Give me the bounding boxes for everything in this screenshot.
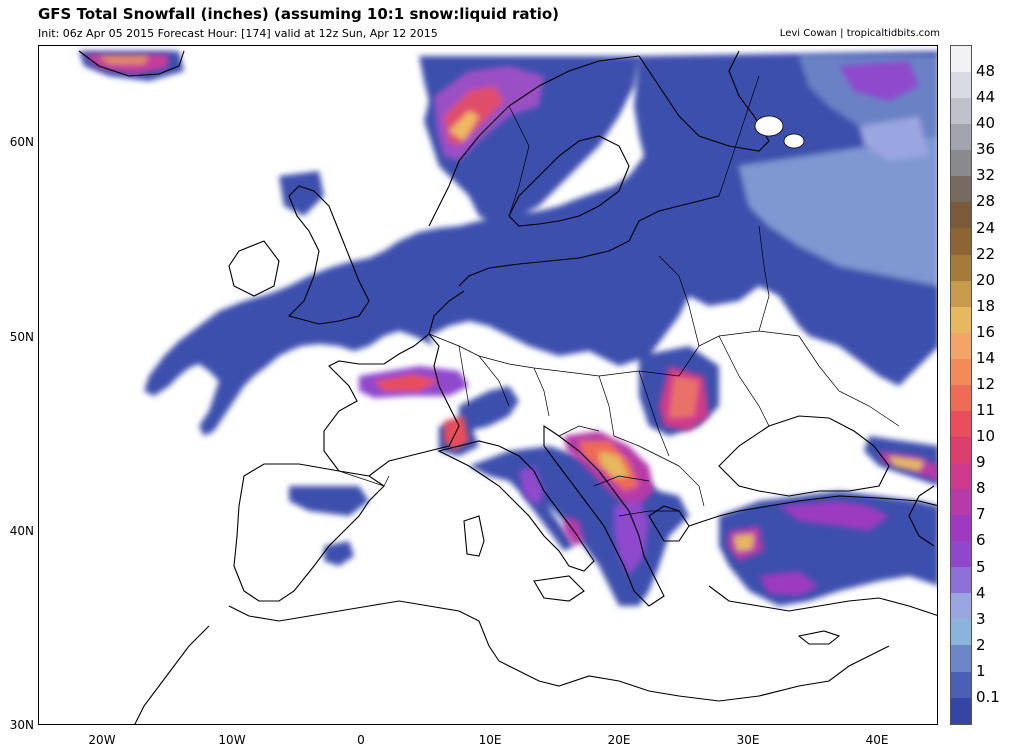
colorbar-segment [951, 228, 971, 255]
lat-label-40n: 40N [9, 524, 34, 538]
colorbar-label: 36 [976, 140, 996, 159]
colorbar-segment [951, 645, 971, 672]
lat-label-30n: 30N [9, 718, 34, 732]
colorbar-label: 12 [976, 375, 996, 393]
lon-label-10w: 10W [218, 733, 246, 747]
colorbar-segment [951, 515, 971, 542]
colorbar-label: 2 [976, 635, 986, 654]
colorbar-segment [951, 254, 971, 281]
map-title: GFS Total Snowfall (inches) (assuming 10… [38, 5, 560, 23]
colorbar-segment [951, 150, 971, 177]
lat-label-50n: 50N [9, 330, 34, 344]
lon-label-0: 0 [357, 733, 365, 747]
colorbar-label: 40 [976, 114, 996, 133]
country-borders [338, 75, 900, 517]
lon-label-20w: 20W [88, 733, 116, 747]
colorbar-label: 3 [976, 609, 986, 628]
colorbar-segment [951, 124, 971, 151]
colorbar-label: 20 [976, 270, 996, 289]
colorbar-label: 6 [976, 531, 986, 550]
lon-label-20e: 20E [607, 733, 631, 747]
colorbar-label: 16 [976, 322, 996, 341]
colorbar-label: 4 [976, 583, 986, 602]
colorbar-segment [951, 384, 971, 411]
colorbar-label: 8 [976, 479, 986, 498]
colorbar-segment [951, 46, 971, 73]
snowfall-colorbar [950, 45, 972, 725]
colorbar-segment [951, 202, 971, 229]
colorbar-label: 14 [976, 348, 996, 367]
colorbar-label: 32 [976, 166, 996, 185]
colorbar-label: 18 [976, 296, 996, 315]
credit-text: Levi Cowan | tropicaltidbits.com [779, 28, 940, 39]
colorbar-segment [951, 358, 971, 385]
colorbar-label: 22 [976, 244, 996, 263]
colorbar-segment [951, 593, 971, 620]
snowfall-map [38, 45, 938, 725]
colorbar-segment [951, 280, 971, 307]
colorbar-segment [951, 697, 971, 724]
colorbar-segment [951, 567, 971, 594]
snowfall-field [79, 51, 937, 606]
colorbar-segment [951, 332, 971, 359]
lon-label-40e: 40E [865, 733, 889, 747]
lon-label-30e: 30E [736, 733, 760, 747]
heavy-snow-spots [84, 54, 937, 596]
colorbar-label: 9 [976, 453, 986, 472]
colorbar-label: 10 [976, 427, 996, 446]
colorbar-label: 28 [976, 192, 996, 211]
colorbar-label: 44 [976, 88, 996, 107]
lat-label-60n: 60N [9, 135, 34, 149]
colorbar-segment [951, 541, 971, 568]
lakes [754, 115, 805, 149]
colorbar-label: 11 [976, 401, 996, 420]
colorbar-segment [951, 619, 971, 646]
map-subtitle: Init: 06z Apr 05 2015 Forecast Hour: [17… [38, 27, 438, 40]
colorbar-label: 5 [976, 557, 986, 576]
colorbar-segment [951, 463, 971, 490]
colorbar-segment [951, 176, 971, 203]
colorbar-segment [951, 671, 971, 698]
map-svg [78, 50, 937, 724]
colorbar-segment [951, 306, 971, 333]
colorbar-segment [951, 436, 971, 463]
colorbar-label: 24 [976, 218, 996, 237]
colorbar-label: 0.1 [976, 687, 1000, 706]
colorbar-segment [951, 72, 971, 99]
coastlines [78, 50, 937, 724]
colorbar-segment [951, 410, 971, 437]
colorbar-label: 7 [976, 505, 986, 524]
colorbar-segment [951, 98, 971, 125]
colorbar-segment [951, 489, 971, 516]
lon-label-10e: 10E [478, 733, 502, 747]
colorbar-label: 1 [976, 661, 986, 680]
colorbar-label: 48 [976, 62, 996, 81]
